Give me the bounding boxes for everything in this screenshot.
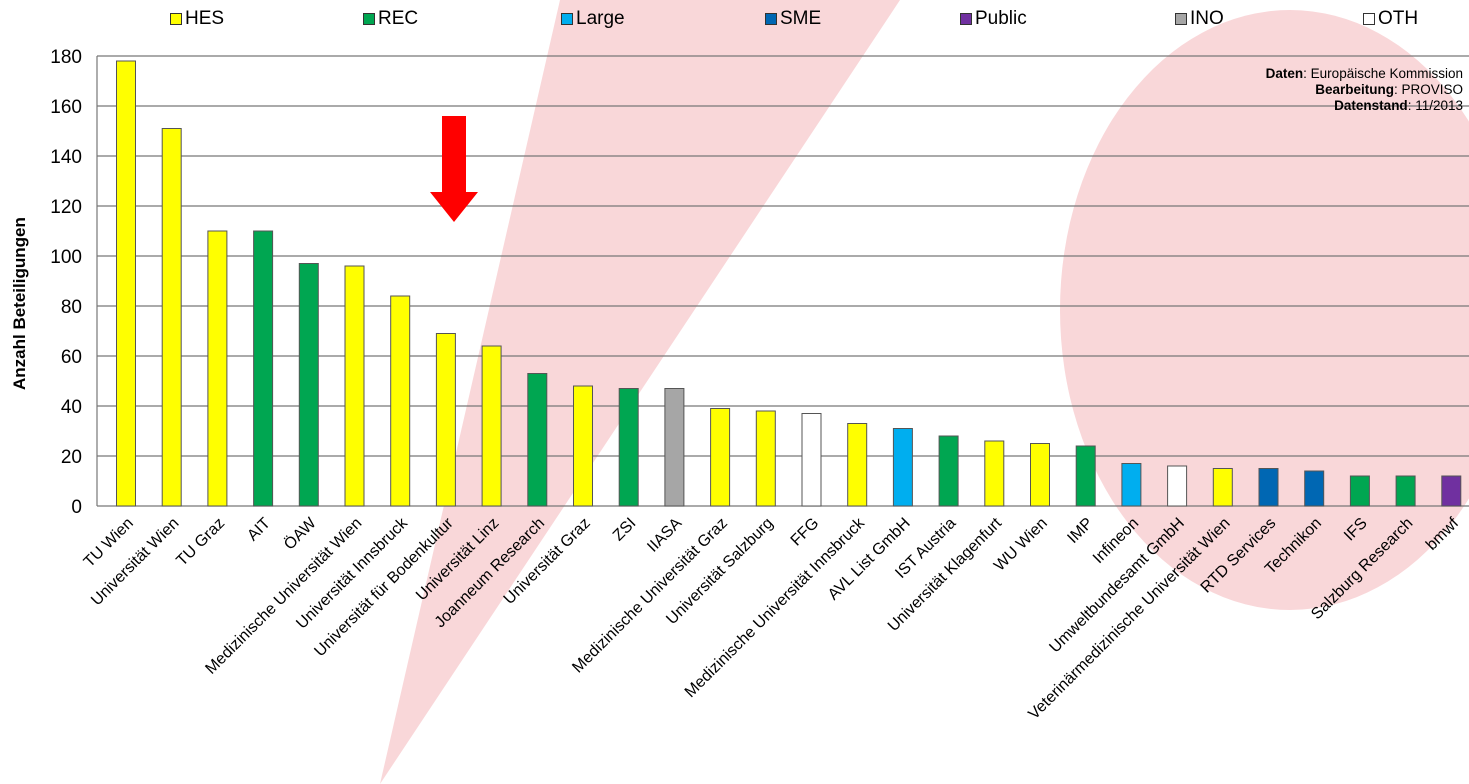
y-tick-label: 40 bbox=[61, 397, 82, 418]
bar bbox=[573, 385, 593, 507]
legend-item-oth: OTH bbox=[1363, 8, 1418, 30]
x-tick-label: IMP bbox=[1064, 515, 1096, 547]
legend-item-rec: REC bbox=[363, 8, 418, 30]
x-tick-label: ZSI bbox=[610, 515, 640, 545]
source-data-value: : Europäische Kommission bbox=[1303, 66, 1463, 81]
x-tick-label: AIT bbox=[244, 515, 274, 545]
gridlines bbox=[96, 55, 1469, 507]
source-note: Daten: Europäische Kommission Bearbeitun… bbox=[1266, 66, 1463, 114]
x-tick-label: AVL List GmbH bbox=[825, 515, 914, 604]
legend-label: Large bbox=[576, 8, 625, 29]
x-tick-label: Universität Wien bbox=[88, 515, 182, 609]
highlight-arrow-icon bbox=[430, 116, 478, 222]
legend-swatch bbox=[1363, 13, 1375, 25]
legend-swatch bbox=[561, 13, 573, 25]
bar bbox=[1349, 475, 1370, 507]
bar bbox=[938, 435, 959, 507]
x-tick-label: ÖAW bbox=[280, 513, 320, 553]
background-circle bbox=[1060, 10, 1469, 610]
legend-item-large: Large bbox=[561, 8, 625, 30]
bar bbox=[435, 333, 456, 507]
legend-label: REC bbox=[378, 8, 419, 29]
x-tick-label: IIASA bbox=[644, 515, 685, 556]
bar bbox=[1441, 475, 1462, 507]
legend-swatch bbox=[170, 13, 182, 25]
x-tick-label: Veterinärmedizinische Universität Wien bbox=[1025, 515, 1233, 723]
bar bbox=[710, 408, 731, 507]
bar bbox=[984, 440, 1005, 507]
bar bbox=[207, 230, 228, 507]
bar bbox=[161, 128, 182, 507]
bar bbox=[298, 263, 319, 507]
bar bbox=[1121, 463, 1142, 507]
source-date-value: : 11/2013 bbox=[1407, 98, 1463, 113]
y-tick-labels: 0 20 40 60 80 100 120 140 160 180 bbox=[50, 47, 82, 518]
source-edit-label: Bearbeitung bbox=[1315, 82, 1394, 97]
bar bbox=[755, 410, 776, 507]
bar bbox=[1030, 443, 1050, 507]
y-axis-label: Anzahl Beteiligungen bbox=[10, 217, 29, 390]
background-wedge bbox=[380, 0, 900, 784]
legend-swatch bbox=[363, 13, 375, 25]
background-decoration bbox=[380, 0, 1469, 784]
bar bbox=[1075, 445, 1096, 507]
source-data-label: Daten bbox=[1265, 66, 1304, 81]
bar bbox=[664, 388, 685, 507]
bar bbox=[116, 60, 136, 507]
bar bbox=[1304, 470, 1325, 507]
bar bbox=[527, 373, 548, 507]
legend-label: SME bbox=[780, 8, 822, 29]
bar bbox=[1212, 468, 1233, 507]
y-tick-label: 0 bbox=[71, 497, 82, 518]
y-tick-label: 140 bbox=[50, 147, 82, 168]
legend-item-sme: SME bbox=[765, 8, 821, 30]
bar bbox=[801, 413, 822, 507]
legend-label: OTH bbox=[1378, 8, 1419, 29]
legend-label: HES bbox=[185, 8, 225, 29]
bar bbox=[618, 388, 639, 507]
bar bbox=[253, 230, 274, 507]
bar bbox=[1258, 468, 1279, 507]
y-tick-label: 120 bbox=[50, 197, 82, 218]
source-date-label: Datenstand bbox=[1334, 98, 1408, 113]
y-tick-label: 60 bbox=[61, 347, 82, 368]
legend-swatch bbox=[765, 13, 777, 25]
y-tick-label: 180 bbox=[50, 47, 82, 68]
source-edit-value: : PROVISO bbox=[1393, 82, 1463, 97]
legend: HES REC Large SME Public INO OTH bbox=[0, 8, 1469, 36]
legend-swatch bbox=[960, 13, 972, 25]
legend-item-hes: HES bbox=[170, 8, 224, 30]
legend-label: Public bbox=[975, 8, 1027, 29]
x-tick-label: FFG bbox=[788, 515, 823, 550]
y-tick-label: 100 bbox=[50, 247, 82, 268]
legend-swatch bbox=[1175, 13, 1187, 25]
y-tick-label: 80 bbox=[61, 297, 82, 318]
bar bbox=[344, 265, 365, 507]
legend-label: INO bbox=[1190, 8, 1224, 29]
bars bbox=[116, 60, 1462, 507]
bar bbox=[481, 345, 502, 507]
bar bbox=[847, 423, 868, 507]
bar bbox=[892, 428, 913, 507]
y-tick-label: 160 bbox=[50, 97, 82, 118]
legend-item-public: Public bbox=[960, 8, 1027, 30]
x-tick-label: TU Graz bbox=[173, 515, 228, 570]
legend-item-ino: INO bbox=[1175, 8, 1224, 30]
bar bbox=[1395, 475, 1416, 507]
bar bbox=[390, 295, 411, 507]
y-tick-label: 20 bbox=[61, 447, 82, 468]
bar bbox=[1167, 465, 1188, 507]
